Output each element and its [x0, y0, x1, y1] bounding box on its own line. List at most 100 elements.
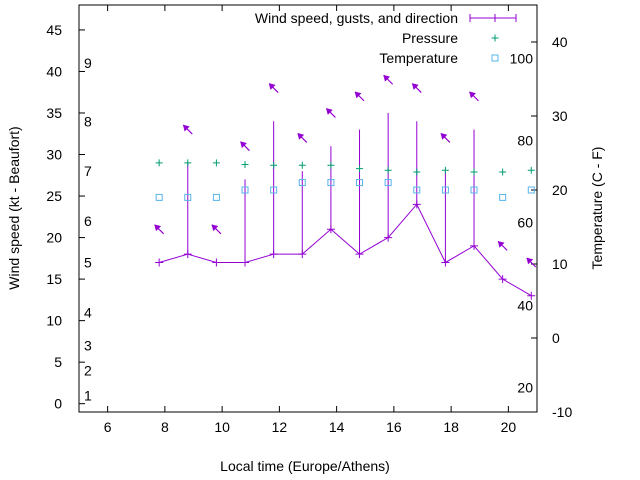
- wind-direction-arrowhead: [383, 74, 391, 82]
- temperature-point: [499, 193, 507, 201]
- beaufort-label: 1: [84, 387, 92, 403]
- wind-direction-arrowhead: [354, 91, 362, 99]
- legend-label: Temperature: [379, 50, 458, 66]
- temperature-point: [298, 179, 306, 187]
- temperature-point: [441, 186, 449, 194]
- pressure-point: [270, 161, 278, 169]
- wind-speed-point: [155, 258, 164, 267]
- y-tick-label: 5: [54, 354, 62, 370]
- temperature-point: [527, 186, 535, 194]
- wind-speed-point: [298, 250, 307, 259]
- fahrenheit-label: 20: [517, 380, 533, 396]
- x-axis-label: Local time (Europe/Athens): [220, 458, 390, 474]
- pressure-point: [184, 159, 192, 167]
- beaufort-label: 2: [84, 362, 92, 378]
- wind-speed-point: [269, 250, 278, 259]
- y-tick-label: 45: [46, 22, 62, 38]
- wind-speed-point: [527, 291, 536, 300]
- legend-label: Pressure: [402, 30, 458, 46]
- temperature-series-group: [155, 179, 535, 201]
- pressure-point: [241, 160, 249, 168]
- y2-tick-label: 40: [552, 34, 568, 50]
- temperature-point: [470, 186, 478, 194]
- wind-direction-arrowhead: [497, 241, 505, 248]
- pressure-point: [327, 161, 335, 169]
- legend-label: Wind speed, gusts, and direction: [255, 10, 458, 26]
- temperature-point: [413, 186, 421, 194]
- y2-tick-label: 0: [552, 330, 560, 346]
- pressure-point: [356, 165, 364, 173]
- wind-speed-point: [326, 225, 335, 234]
- wind-speed-point: [470, 241, 479, 250]
- wind-direction-arrowhead: [297, 133, 305, 140]
- beaufort-label: 3: [84, 338, 92, 354]
- y2-tick-label: -10: [552, 404, 572, 420]
- fahrenheit-label: 100: [510, 50, 534, 66]
- wind-direction-arrowhead: [440, 133, 448, 140]
- pressure-series-group: [155, 159, 535, 176]
- y-axis-label: Wind speed (kt - Beaufort): [6, 126, 22, 289]
- wind-direction-arrowhead: [411, 83, 419, 91]
- temperature-point: [356, 179, 364, 187]
- y2-axis-label: Temperature (C - F): [589, 147, 605, 270]
- wind-series-group: [154, 74, 537, 300]
- wind-speed-point: [441, 258, 450, 267]
- beaufort-label: 8: [84, 113, 92, 129]
- y-tick-label: 20: [46, 230, 62, 246]
- y-tick-label: 10: [46, 313, 62, 329]
- temperature-point: [241, 186, 249, 194]
- temperature-point: [384, 179, 392, 187]
- beaufort-label: 6: [84, 213, 92, 229]
- pressure-point: [527, 166, 535, 174]
- wind-direction-arrowhead: [268, 83, 276, 91]
- wind-speed-line: [159, 203, 532, 297]
- wind-direction-arrowhead: [240, 141, 248, 149]
- wind-direction-arrowhead: [182, 124, 190, 132]
- x-tick-label: 18: [443, 419, 459, 435]
- y-tick-label: 15: [46, 271, 62, 287]
- y-tick-label: 35: [46, 105, 62, 121]
- beaufort-label: 9: [84, 55, 92, 71]
- wind-speed-point: [183, 250, 192, 259]
- temperature-point: [155, 193, 163, 201]
- wind-speed-point: [355, 250, 364, 259]
- y-tick-label: 30: [46, 147, 62, 163]
- wind-speed-point: [241, 258, 250, 267]
- pressure-point: [470, 168, 478, 176]
- beaufort-label: 5: [84, 254, 92, 270]
- wind-direction-arrowhead: [469, 91, 477, 99]
- x-tick-label: 12: [272, 419, 288, 435]
- legend-swatch-square: [491, 54, 499, 62]
- pressure-point: [413, 168, 421, 176]
- x-tick-label: 6: [104, 419, 112, 435]
- pressure-point: [384, 166, 392, 174]
- temperature-point: [212, 193, 220, 201]
- pressure-point: [298, 161, 306, 169]
- axes-group: 6 8 10 12 14 16 18 20051015202530354045-1001020…: [46, 5, 572, 435]
- beaufort-label: 4: [84, 304, 92, 320]
- y2-tick-label: 20: [552, 182, 568, 198]
- x-tick-label: 14: [329, 419, 345, 435]
- wind-direction-arrowhead: [211, 224, 219, 232]
- fahrenheit-label: 60: [517, 215, 533, 231]
- wind-direction-arrowhead: [326, 108, 333, 115]
- wind-direction-arrowhead: [526, 257, 534, 265]
- x-tick-label: 8: [161, 419, 169, 435]
- x-tick-label: 16: [386, 419, 402, 435]
- plot-frame: [78, 4, 538, 413]
- x-tick-label: 10: [214, 419, 230, 435]
- y2-tick-label: 30: [552, 108, 568, 124]
- legend-swatch-plus: [491, 34, 499, 42]
- beaufort-label: 7: [84, 163, 92, 179]
- fahrenheit-label: 80: [517, 132, 533, 148]
- pressure-point: [441, 166, 449, 174]
- x-tick-label: 20: [501, 419, 517, 435]
- y-tick-label: 25: [46, 188, 62, 204]
- legend: Wind speed, gusts, and direction Pressure…: [255, 10, 517, 66]
- wind-speed-point: [212, 258, 221, 267]
- pressure-point: [155, 159, 163, 167]
- y-tick-label: 0: [54, 396, 62, 412]
- wind-speed-point: [498, 275, 507, 284]
- wind-speed-point: [384, 233, 393, 242]
